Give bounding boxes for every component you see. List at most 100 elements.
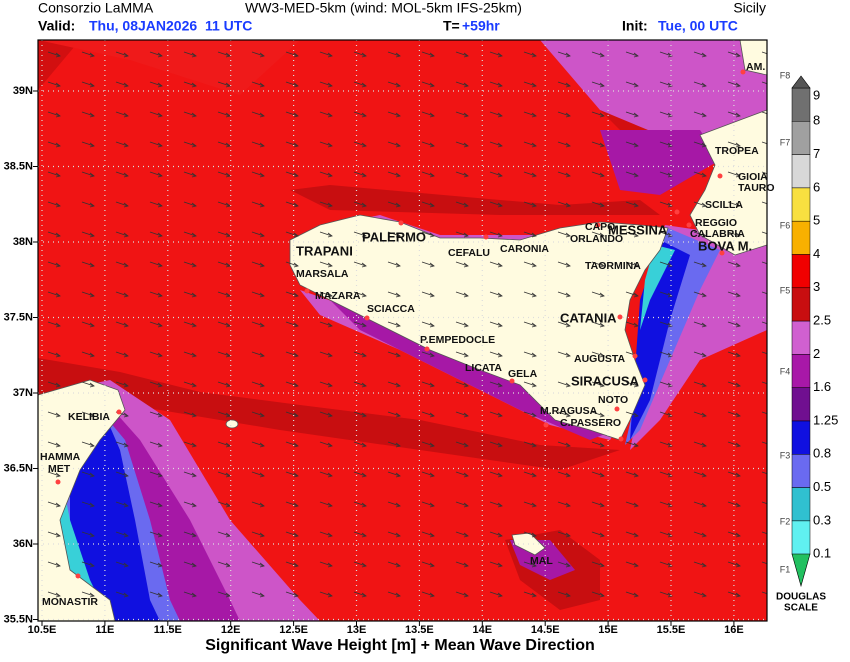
force-label: F3: [780, 450, 791, 460]
direction-arrow: [727, 141, 741, 148]
direction-arrow: [557, 591, 571, 598]
place-marker: [642, 377, 648, 383]
direction-arrow: [81, 381, 95, 388]
direction-arrow: [659, 501, 673, 508]
direction-arrow: [47, 351, 61, 358]
direction-arrow: [217, 321, 231, 328]
direction-arrow: [81, 81, 95, 88]
direction-arrow: [761, 81, 767, 85]
direction-arrow: [455, 321, 469, 328]
direction-arrow: [591, 561, 605, 568]
direction-arrow: [489, 171, 503, 178]
direction-arrow: [625, 501, 639, 508]
direction-arrow: [217, 471, 231, 478]
direction-arrow: [421, 501, 435, 508]
direction-arrow: [693, 411, 707, 418]
direction-arrow: [149, 471, 163, 478]
direction-arrow: [115, 531, 129, 538]
direction-arrow: [557, 111, 571, 118]
direction-arrow: [319, 291, 333, 298]
direction-arrow: [353, 201, 367, 208]
lat-tick-label: 36N: [13, 538, 33, 550]
direction-arrow: [455, 141, 469, 148]
direction-arrow: [183, 81, 197, 88]
direction-arrow: [727, 111, 741, 118]
direction-arrow: [387, 411, 401, 418]
direction-arrow: [251, 501, 265, 508]
direction-arrow: [149, 381, 163, 388]
scale-label: 0.5: [813, 479, 831, 494]
place-label: TROPEA: [715, 145, 759, 157]
direction-arrow: [81, 351, 95, 358]
direction-arrow: [149, 171, 163, 178]
direction-arrow: [625, 201, 639, 208]
direction-arrow: [523, 561, 537, 568]
direction-arrow: [81, 501, 95, 508]
direction-arrow: [591, 231, 605, 238]
direction-arrow: [489, 411, 503, 418]
scale-label: 7: [813, 146, 820, 161]
direction-arrow: [183, 321, 197, 328]
direction-arrow: [47, 411, 61, 418]
direction-arrow: [387, 171, 401, 178]
direction-arrow: [319, 381, 333, 388]
lon-tick-label: 16E: [724, 624, 744, 636]
direction-arrow: [251, 201, 265, 208]
place-label: MAZARA: [315, 290, 361, 302]
force-label: F7: [780, 137, 791, 147]
direction-arrow: [319, 231, 333, 238]
direction-arrow: [421, 111, 435, 118]
direction-arrow: [149, 81, 163, 88]
direction-arrow: [693, 351, 707, 358]
direction-arrow: [387, 321, 401, 328]
scale-segment: [791, 520, 811, 555]
direction-arrow: [557, 141, 571, 148]
direction-arrow: [693, 291, 707, 298]
direction-arrow: [421, 561, 435, 568]
direction-arrow: [47, 561, 61, 568]
direction-arrow: [591, 531, 605, 538]
direction-arrow: [251, 261, 265, 268]
direction-arrow: [319, 321, 333, 328]
direction-arrow: [727, 471, 741, 478]
direction-arrow: [251, 111, 265, 118]
direction-arrow: [47, 441, 61, 448]
direction-arrow: [421, 441, 435, 448]
lat-tick-label: 38.5N: [4, 160, 33, 172]
lat-tick-label: 36.5N: [4, 462, 33, 474]
direction-arrow: [149, 411, 163, 418]
direction-arrow: [217, 201, 231, 208]
direction-arrow: [523, 141, 537, 148]
footer: Significant Wave Height [m] + Mean Wave …: [205, 637, 595, 654]
direction-arrow: [115, 441, 129, 448]
direction-arrow: [727, 591, 741, 598]
direction-arrow: [319, 81, 333, 88]
direction-arrow: [183, 531, 197, 538]
direction-arrow: [557, 531, 571, 538]
direction-arrow: [115, 81, 129, 88]
direction-arrow: [693, 531, 707, 538]
direction-arrow: [47, 261, 61, 268]
direction-arrow: [47, 591, 61, 598]
place-label: LICATA: [465, 362, 502, 374]
model: WW3-MED-5km (wind: MOL-5km IFS-25km): [245, 0, 522, 16]
place-label: MONASTIR: [42, 596, 98, 608]
direction-arrow: [115, 171, 129, 178]
direction-arrow: [47, 321, 61, 328]
direction-arrow: [761, 411, 767, 415]
place-marker: [304, 288, 310, 294]
force-label: F4: [780, 366, 791, 376]
direction-arrow: [217, 171, 231, 178]
direction-arrow: [625, 231, 639, 238]
direction-arrow: [183, 501, 197, 508]
direction-arrow: [727, 321, 741, 328]
direction-arrow: [727, 201, 741, 208]
direction-arrow: [217, 261, 231, 268]
direction-arrow: [591, 351, 605, 358]
direction-arrow: [693, 441, 707, 448]
direction-arrow: [81, 291, 95, 298]
direction-arrow: [387, 81, 401, 88]
lat-tick-label: 37.5N: [4, 311, 33, 323]
direction-arrow: [421, 171, 435, 178]
direction-arrow: [693, 561, 707, 568]
